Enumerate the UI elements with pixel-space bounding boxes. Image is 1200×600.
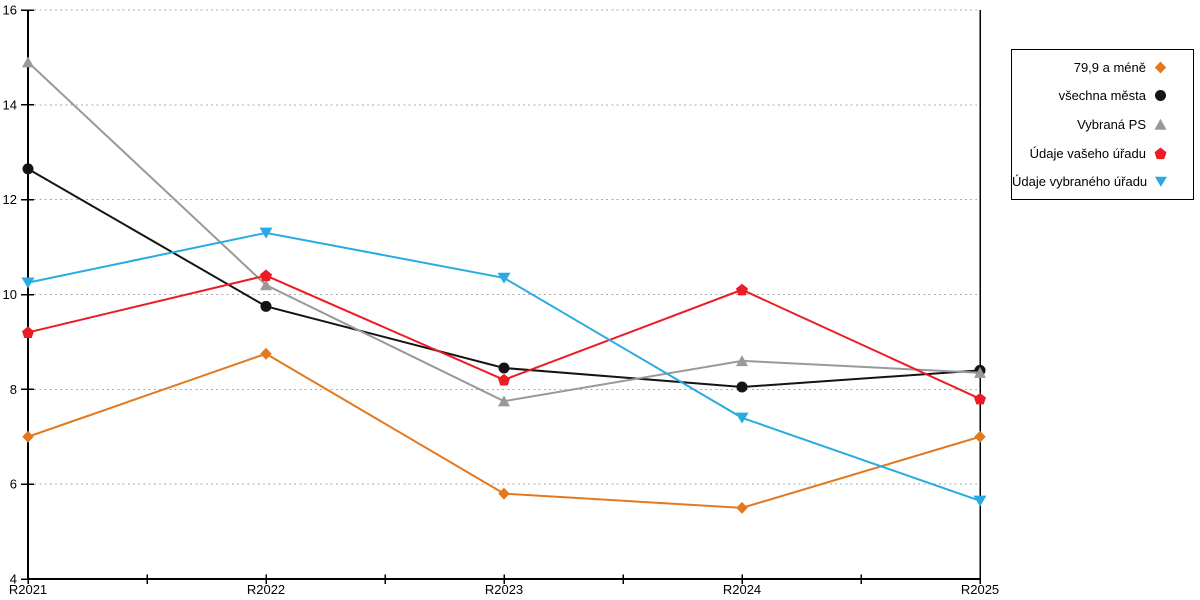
y-tick-label: 12	[3, 192, 17, 207]
x-tick-label: R2025	[961, 582, 999, 597]
circle-marker-icon	[22, 163, 34, 175]
legend-item: všechna města	[1012, 88, 1193, 103]
legend-item-label: Údaje vybraného úřadu	[1012, 174, 1148, 190]
series-line	[27, 61, 981, 403]
y-tick-label: 8	[10, 382, 17, 397]
diamond-icon	[1154, 61, 1167, 74]
triangle-up-marker-icon	[260, 279, 272, 291]
triangle-down-marker-icon	[973, 495, 987, 507]
triangle-down-marker-icon	[497, 272, 511, 284]
pentagon-marker-icon	[498, 373, 510, 386]
triangle-up-marker-icon	[22, 56, 34, 68]
y-tick-label: 16	[3, 3, 17, 18]
triangle-down-icon	[1155, 176, 1168, 188]
triangle-up-icon	[1154, 118, 1167, 130]
pentagon-marker-icon	[736, 283, 748, 296]
pentagon-marker-icon	[22, 326, 34, 339]
pentagon-marker-icon	[260, 269, 272, 282]
y-tick-label: 6	[10, 477, 17, 492]
legend-item: Údaje vybraného úřadu	[1012, 174, 1193, 189]
circle-marker-icon	[498, 362, 510, 374]
x-tick-label: R2023	[485, 582, 523, 597]
legend-item-label: 79,9 a méně	[1073, 59, 1146, 75]
triangle-up-marker-icon	[974, 366, 986, 378]
y-tick-label: 4	[10, 572, 17, 587]
circle-marker-icon	[260, 300, 272, 312]
y-tick-label: 10	[3, 287, 17, 302]
diamond-marker-icon	[974, 430, 986, 443]
diamond-marker-icon	[260, 347, 272, 360]
triangle-up-marker-icon	[498, 395, 510, 407]
triangle-down-marker-icon	[21, 277, 35, 289]
diamond-marker-icon	[22, 430, 34, 443]
x-tick-label: R2021	[9, 582, 47, 597]
legend-item-label: všechna města	[1058, 88, 1146, 104]
circle-marker-icon	[736, 381, 748, 393]
triangle-up-marker-icon	[736, 355, 748, 367]
triangle-down-marker-icon	[735, 412, 749, 424]
legend-item: Vybraná PS	[1012, 117, 1193, 132]
diamond-marker-icon	[498, 487, 510, 500]
pentagon-icon	[1154, 147, 1167, 159]
x-tick-label: R2024	[723, 582, 761, 597]
triangle-down-marker-icon	[259, 227, 273, 239]
legend: 79,9 a méně všechna města Vybraná PS Údaje …	[1011, 49, 1194, 200]
legend-item-label: Údaje vašeho úřadu	[1029, 145, 1146, 161]
x-tick-label: R2022	[247, 582, 285, 597]
legend-item-label: Vybraná PS	[1077, 116, 1146, 132]
y-tick-label: 14	[3, 97, 17, 112]
pentagon-marker-icon	[974, 392, 986, 405]
legend-item: Údaje vašeho úřadu	[1012, 146, 1193, 161]
legend-item: 79,9 a méně	[1012, 60, 1193, 75]
diamond-marker-icon	[736, 501, 748, 514]
circle-icon	[1155, 90, 1166, 102]
